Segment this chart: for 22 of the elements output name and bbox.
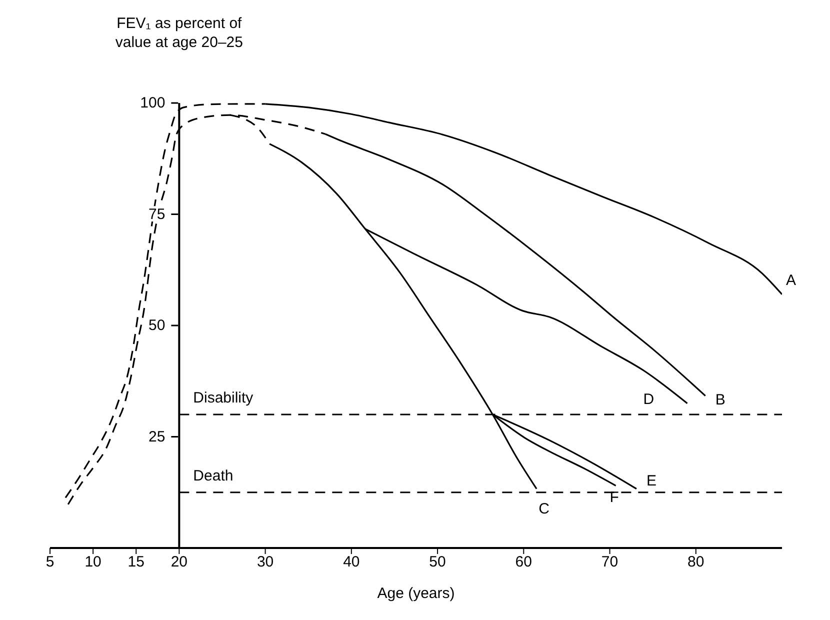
series-label: B: [715, 391, 726, 408]
x-tick-label: 30: [256, 554, 274, 571]
x-tick-label: 5: [46, 554, 54, 571]
x-tick-label: 20: [170, 554, 188, 571]
x-tick-label: 70: [601, 554, 618, 571]
x-tick-label: 60: [515, 554, 532, 571]
series-label: E: [646, 472, 656, 490]
x-tick-label: 50: [429, 554, 446, 571]
x-tick-label: 10: [84, 554, 102, 571]
y-tick-label: 100: [140, 94, 166, 112]
x-axis-title: Age (years): [377, 585, 455, 602]
y-axis-title: FEV₁ as percent of value at age 20–25: [114, 14, 244, 52]
series-label: A: [786, 272, 796, 289]
series-label: C: [538, 500, 550, 518]
x-tick-label: 40: [343, 554, 360, 571]
series-label: D: [643, 390, 654, 408]
x-tick-label: 80: [688, 554, 704, 571]
x-tick-label: 15: [128, 554, 144, 571]
ref-line-label: Disability: [193, 390, 254, 406]
ref-line-label: Death: [193, 467, 234, 484]
y-tick-label: 25: [148, 428, 166, 446]
y-tick-label: 50: [148, 317, 166, 334]
